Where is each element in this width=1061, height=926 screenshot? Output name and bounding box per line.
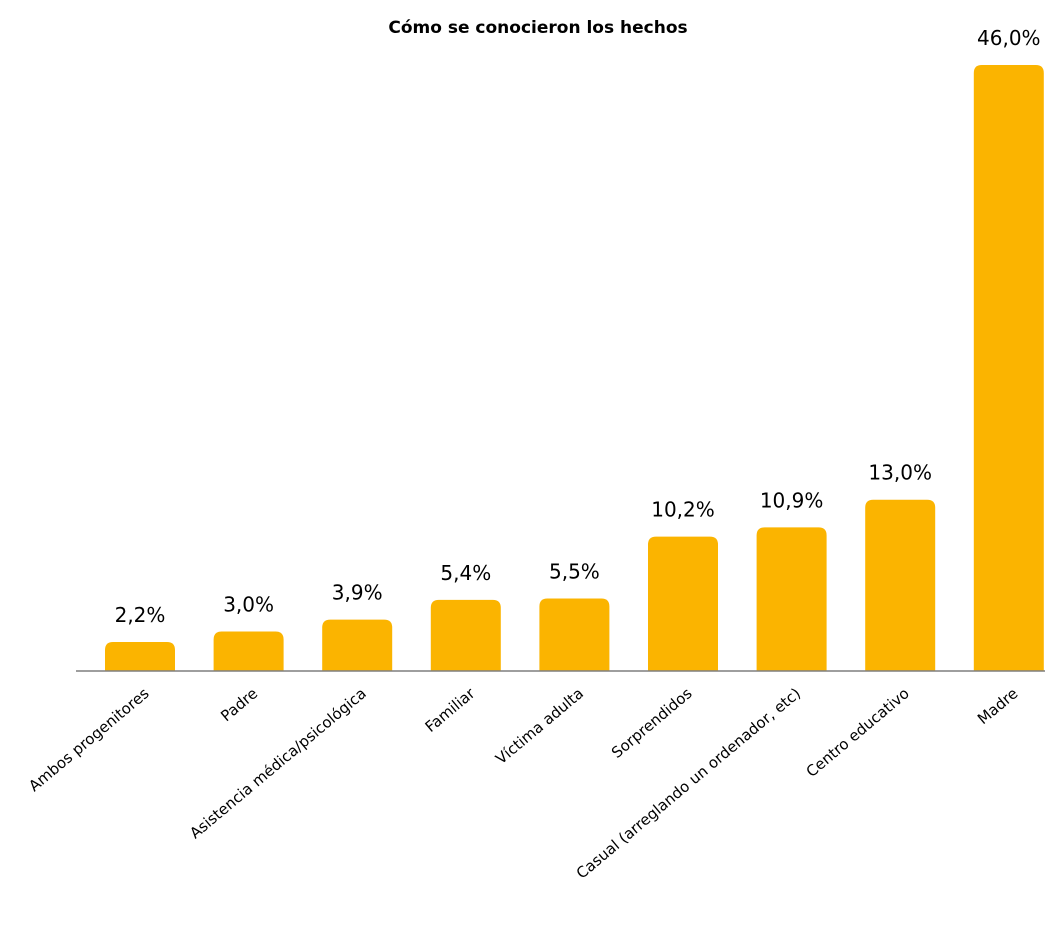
bar-victima-adulta — [539, 598, 610, 671]
data-labels-group: 2,2% 3,0% 3,9% 5,4% 5,5% 10,2% 10,9% 13,0% 46,0% — [115, 26, 1041, 627]
bar-ambos-progenitores — [105, 642, 175, 671]
bar-sorprendidos — [648, 536, 718, 671]
data-label-familiar: 5,4% — [440, 561, 491, 585]
tick-label-ambos-progenitores: Ambos progenitores — [25, 684, 152, 795]
data-label-madre: 46,0% — [977, 26, 1041, 50]
bar-asistencia-medica-psicologica — [322, 619, 393, 671]
bar-madre — [973, 65, 1044, 671]
data-label-centro-educativo: 13,0% — [868, 461, 932, 485]
data-label-padre: 3,0% — [223, 592, 274, 616]
tick-label-asistencia-medica-psicologica: Asistencia médica/psicológica — [186, 684, 370, 842]
data-label-asistencia-medica-psicologica: 3,9% — [332, 581, 383, 605]
bar-centro-educativo — [865, 499, 936, 671]
data-label-ambos-progenitores: 2,2% — [115, 603, 166, 627]
tick-label-sorprendidos: Sorprendidos — [608, 684, 696, 762]
tick-label-centro-educativo: Centro educativo — [803, 684, 913, 780]
bar-familiar — [430, 599, 501, 671]
data-label-casual-arreglando-un-ordenador-etc: 10,9% — [760, 488, 824, 512]
data-label-victima-adulta: 5,5% — [549, 560, 600, 584]
tick-label-familiar: Familiar — [422, 684, 479, 736]
tick-label-madre: Madre — [974, 684, 1021, 728]
tick-label-casual-arreglando-un-ordenador-etc: Casual (arreglando un ordenador, etc) — [573, 684, 804, 882]
data-label-sorprendidos: 10,2% — [651, 498, 715, 522]
tick-label-padre: Padre — [217, 684, 261, 725]
bar-padre — [213, 631, 284, 671]
chart-title: Cómo se conocieron los hechos — [388, 18, 687, 38]
bar-casual-arreglando-un-ordenador-etc — [756, 527, 827, 671]
tick-label-victima-adulta: Víctima adulta — [492, 684, 587, 768]
bars-group — [105, 65, 1044, 671]
